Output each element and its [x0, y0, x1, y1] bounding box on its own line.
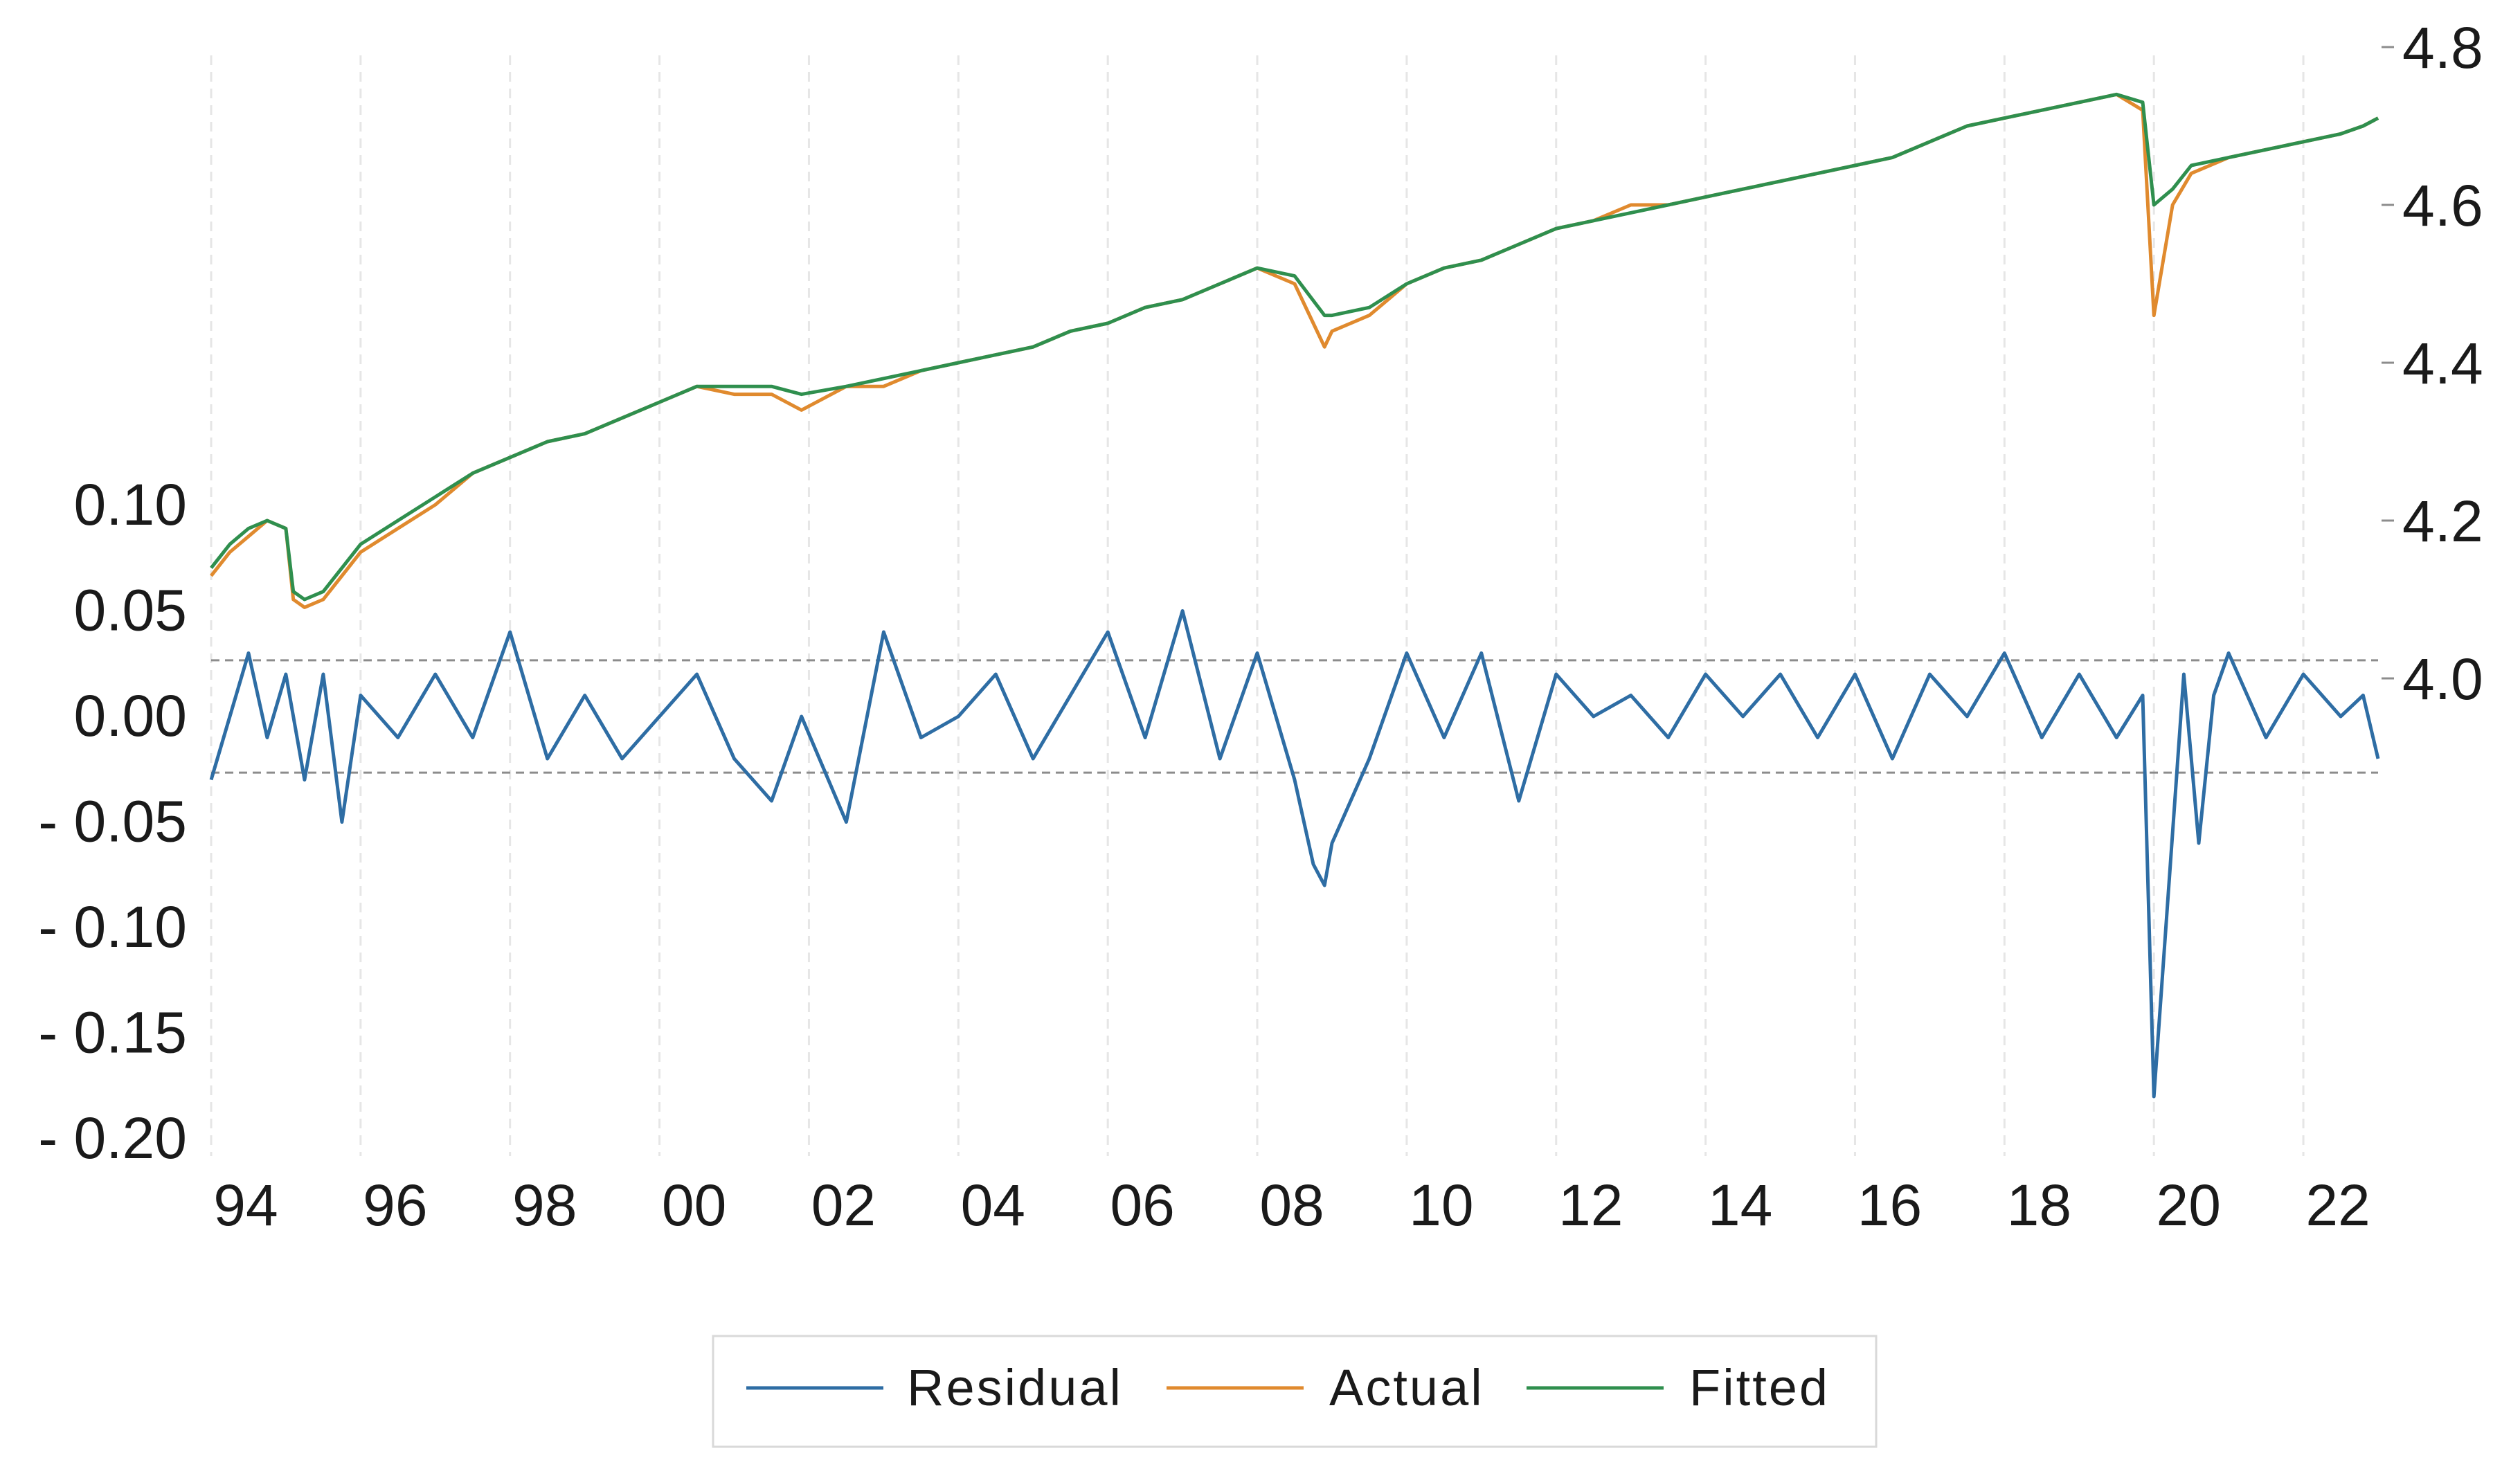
series-line-actual: [210, 92, 2379, 609]
left-tick-label: - 0.15: [38, 1000, 187, 1065]
legend-label-fitted: Fitted: [1689, 1359, 1830, 1416]
x-tick-label: 10: [1409, 1173, 1473, 1238]
reference-lines: [211, 659, 2378, 774]
right-tick-label: 4.6: [2402, 173, 2483, 238]
x-tick-label: 14: [1708, 1173, 1772, 1238]
left-axis-ticks: 0.10 0.05 0.00 - 0.05 - 0.10 - 0.15 - 0.20: [38, 472, 187, 1171]
right-tick-label: 4.4: [2402, 331, 2483, 396]
left-tick-label: 0.00: [74, 683, 188, 748]
series-lines: [209, 92, 2380, 1099]
x-tick-label: 20: [2156, 1173, 2220, 1238]
x-tick-label: 06: [1110, 1173, 1174, 1238]
x-tick-label: 04: [961, 1173, 1025, 1238]
legend-label-residual: Residual: [907, 1359, 1123, 1416]
legend: Residual Actual Fitted: [712, 1335, 1878, 1448]
x-axis-ticks: 94 96 98 00 02 04 06 08 10 12 14 16 18 20 22: [213, 1173, 2370, 1238]
left-tick-label: - 0.10: [38, 894, 187, 959]
right-tick-label: 4.2: [2402, 489, 2483, 554]
series-line-residual: [209, 609, 2380, 1099]
x-tick-label: 98: [512, 1173, 577, 1238]
left-tick-label: 0.10: [74, 472, 188, 537]
left-tick-label: - 0.05: [38, 789, 187, 854]
x-tick-label: 96: [363, 1173, 427, 1238]
legend-label-actual: Actual: [1329, 1359, 1484, 1416]
x-tick-label: 12: [1558, 1173, 1623, 1238]
x-tick-label: 16: [1857, 1173, 1922, 1238]
x-tick-label: 18: [2007, 1173, 2071, 1238]
x-tick-label: 94: [213, 1173, 278, 1238]
x-tick-label: 02: [811, 1173, 876, 1238]
right-axis-ticks: 4.8 4.6 4.4 4.2 4.0: [2382, 15, 2483, 712]
series-line-fitted: [210, 92, 2379, 602]
vertical-gridlines: [210, 55, 2305, 1156]
x-tick-label: 22: [2305, 1173, 2370, 1238]
legend-box: [712, 1335, 1878, 1448]
left-tick-label: 0.05: [74, 578, 188, 643]
x-tick-label: 00: [662, 1173, 726, 1238]
left-tick-label: - 0.20: [38, 1105, 187, 1171]
right-tick-label: 4.8: [2402, 15, 2483, 80]
right-tick-label: 4.0: [2402, 647, 2483, 712]
x-tick-label: 08: [1259, 1173, 1324, 1238]
